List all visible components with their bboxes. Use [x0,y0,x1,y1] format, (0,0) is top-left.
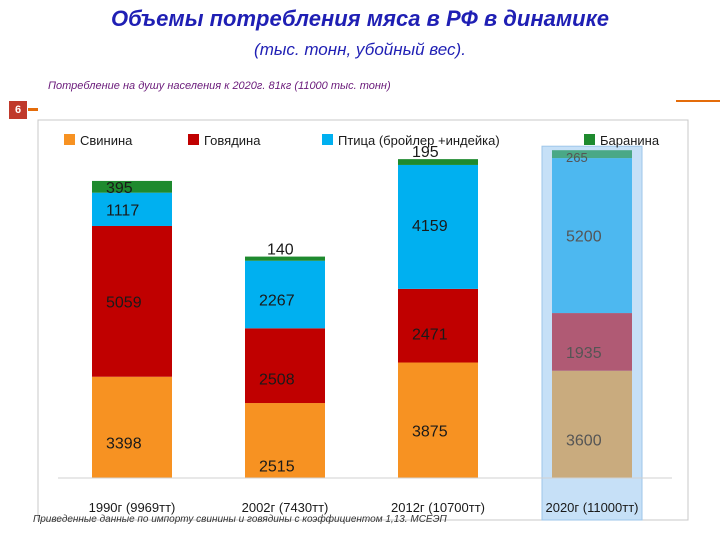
bar-segment [552,370,632,478]
legend-swatch [188,134,199,145]
data-label: 2267 [259,293,295,310]
x-tick-label: 2002г (7430тт) [242,500,329,515]
data-label: 2515 [259,459,295,476]
data-label: 1935 [566,345,602,362]
page-title: Объемы потребления мяса в РФ в динамике [111,6,609,31]
data-label: 395 [106,180,133,197]
legend-label: Птица (бройлер +индейка) [338,133,500,148]
bar-segment [92,225,172,377]
x-tick-label: 2012г (10700тт) [391,500,485,515]
accent-line-right [676,100,720,102]
legend-label: Свинина [80,133,133,148]
x-tick-label: 1990г (9969тт) [89,500,176,515]
accent-line-left [28,108,38,111]
data-label: 4159 [412,218,448,235]
data-label: 3875 [412,423,448,440]
bar-segment [245,328,325,404]
bar-segment [398,159,478,165]
legend-swatch [322,134,333,145]
data-label: 2508 [259,372,295,389]
legend-label: Баранина [600,133,660,148]
slide-number-badge: 6 [9,101,27,119]
data-label: 3398 [106,435,142,452]
bar-segment [398,288,478,363]
per-capita-note: Потребление на душу населения к 2020г. 8… [48,80,391,92]
bar-segment [245,403,325,478]
page-subtitle: (тыс. тонн, убойный вес). [254,40,466,59]
bar-segment [245,256,325,261]
bar-segment [245,260,325,329]
bar-segment [552,150,632,159]
bar-segment [552,313,632,371]
bar-segment [398,362,478,478]
bar-segment [92,192,172,226]
data-label: 265 [566,150,588,165]
data-label: 3600 [566,432,602,449]
bar-segment [398,164,478,289]
bar-segment [92,376,172,478]
data-label: 140 [267,242,294,259]
data-label: 2471 [412,327,448,344]
bar-segment [552,158,632,314]
x-tick-label: 2020г (11000тт) [545,500,638,515]
data-label: 195 [412,144,439,161]
legend-swatch [64,134,75,145]
footnote: Приведенные данные по импорту свинины и … [33,514,447,525]
legend-label: Говядина [204,133,261,148]
data-label: 1117 [106,202,139,219]
bar-segment [92,180,172,193]
legend-swatch [584,134,595,145]
data-label: 5200 [566,229,602,246]
data-label: 5059 [106,294,142,311]
